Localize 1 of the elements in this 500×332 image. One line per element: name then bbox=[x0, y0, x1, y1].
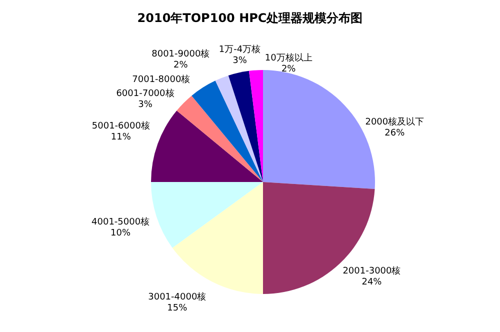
title: 2010年TOP100 HPC处理器规模分布图 bbox=[137, 11, 363, 25]
